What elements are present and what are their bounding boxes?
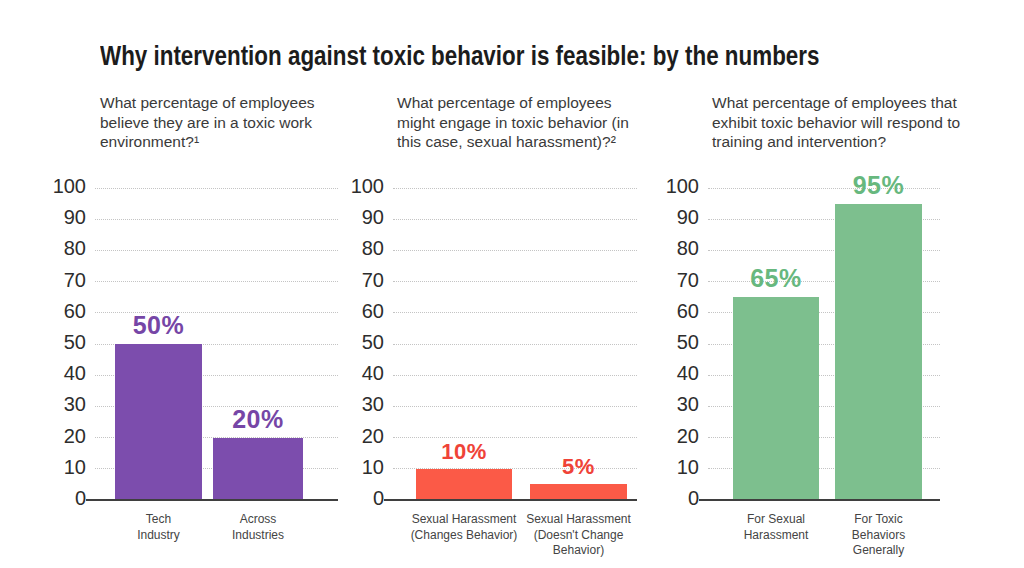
x-category-label: AcrossIndustries <box>191 512 325 543</box>
y-tick-label: 70 <box>653 269 699 292</box>
y-tick-label: 100 <box>40 175 86 198</box>
y-tick-label: 60 <box>653 300 699 323</box>
y-tick-label: 40 <box>40 362 86 385</box>
y-tick-label: 50 <box>40 331 86 354</box>
y-tick-label: 70 <box>40 269 86 292</box>
gridline <box>393 188 637 189</box>
bar-value-label: 95% <box>819 171 939 200</box>
y-tick-label: 90 <box>40 206 86 229</box>
bar-value-label: 10% <box>404 439 524 465</box>
y-tick-label: 0 <box>338 487 384 510</box>
y-tick-label: 100 <box>338 175 384 198</box>
slide-canvas: Why intervention against toxic behavior … <box>0 0 1024 568</box>
x-axis-line <box>699 499 940 501</box>
bar <box>213 438 303 500</box>
chart-respond-to-training: What percentage of employees that exhibi… <box>653 93 1003 553</box>
chart-question: What percentage of employees that exhibi… <box>653 93 992 152</box>
chart-engage-toxic-behavior: What percentage of employees might engag… <box>338 93 650 553</box>
y-tick-label: 30 <box>338 393 384 416</box>
gridline <box>393 250 637 251</box>
gridline <box>393 344 637 345</box>
y-tick-label: 30 <box>653 393 699 416</box>
y-tick-label: 0 <box>40 487 86 510</box>
y-tick-label: 10 <box>40 456 86 479</box>
y-tick-label: 90 <box>338 206 384 229</box>
gridline <box>393 312 637 313</box>
x-category-label: Sexual Harassment(Doesn't ChangeBehavior… <box>512 512 646 559</box>
y-tick-label: 80 <box>40 237 86 260</box>
bar-value-label: 65% <box>716 264 836 293</box>
y-tick-label: 70 <box>338 269 384 292</box>
bar <box>835 204 922 500</box>
bar-value-label: 50% <box>99 311 219 340</box>
page-title: Why intervention against toxic behavior … <box>100 40 819 72</box>
gridline <box>95 281 338 282</box>
y-tick-label: 80 <box>653 237 699 260</box>
bar-plot-engage-toxic-behavior: 010203040506070809010010%Sexual Harassme… <box>393 188 637 500</box>
y-tick-label: 90 <box>653 206 699 229</box>
chart-question: What percentage of employees might engag… <box>338 93 649 152</box>
chart-toxic-environment: What percentage of employees believe the… <box>40 93 345 553</box>
gridline <box>393 219 637 220</box>
bar-value-label: 20% <box>198 405 318 434</box>
y-tick-label: 50 <box>653 331 699 354</box>
gridline <box>95 250 338 251</box>
y-tick-label: 100 <box>653 175 699 198</box>
y-tick-label: 40 <box>338 362 384 385</box>
x-axis-line <box>384 499 637 501</box>
y-tick-label: 20 <box>40 425 86 448</box>
y-tick-label: 60 <box>40 300 86 323</box>
bar <box>733 297 819 500</box>
gridline <box>393 281 637 282</box>
y-tick-label: 40 <box>653 362 699 385</box>
chart-question: What percentage of employees believe the… <box>40 93 345 152</box>
y-tick-label: 30 <box>40 393 86 416</box>
bar-plot-respond-to-training: 010203040506070809010065%For SexualHaras… <box>708 188 940 500</box>
gridline <box>95 188 338 189</box>
y-tick-label: 20 <box>338 425 384 448</box>
x-category-label: For ToxicBehaviorsGenerally <box>812 512 946 559</box>
y-tick-label: 0 <box>653 487 699 510</box>
gridline <box>393 406 637 407</box>
y-tick-label: 10 <box>338 456 384 479</box>
bar <box>416 469 512 500</box>
bar-plot-toxic-environment: 010203040506070809010050%TechIndustry20%… <box>95 188 338 500</box>
bar <box>530 484 627 500</box>
y-tick-label: 10 <box>653 456 699 479</box>
y-tick-label: 20 <box>653 425 699 448</box>
y-tick-label: 50 <box>338 331 384 354</box>
gridline <box>95 219 338 220</box>
bar <box>115 344 202 500</box>
gridline <box>393 375 637 376</box>
x-axis-line <box>86 499 338 501</box>
y-tick-label: 80 <box>338 237 384 260</box>
bar-value-label: 5% <box>519 454 639 480</box>
y-tick-label: 60 <box>338 300 384 323</box>
